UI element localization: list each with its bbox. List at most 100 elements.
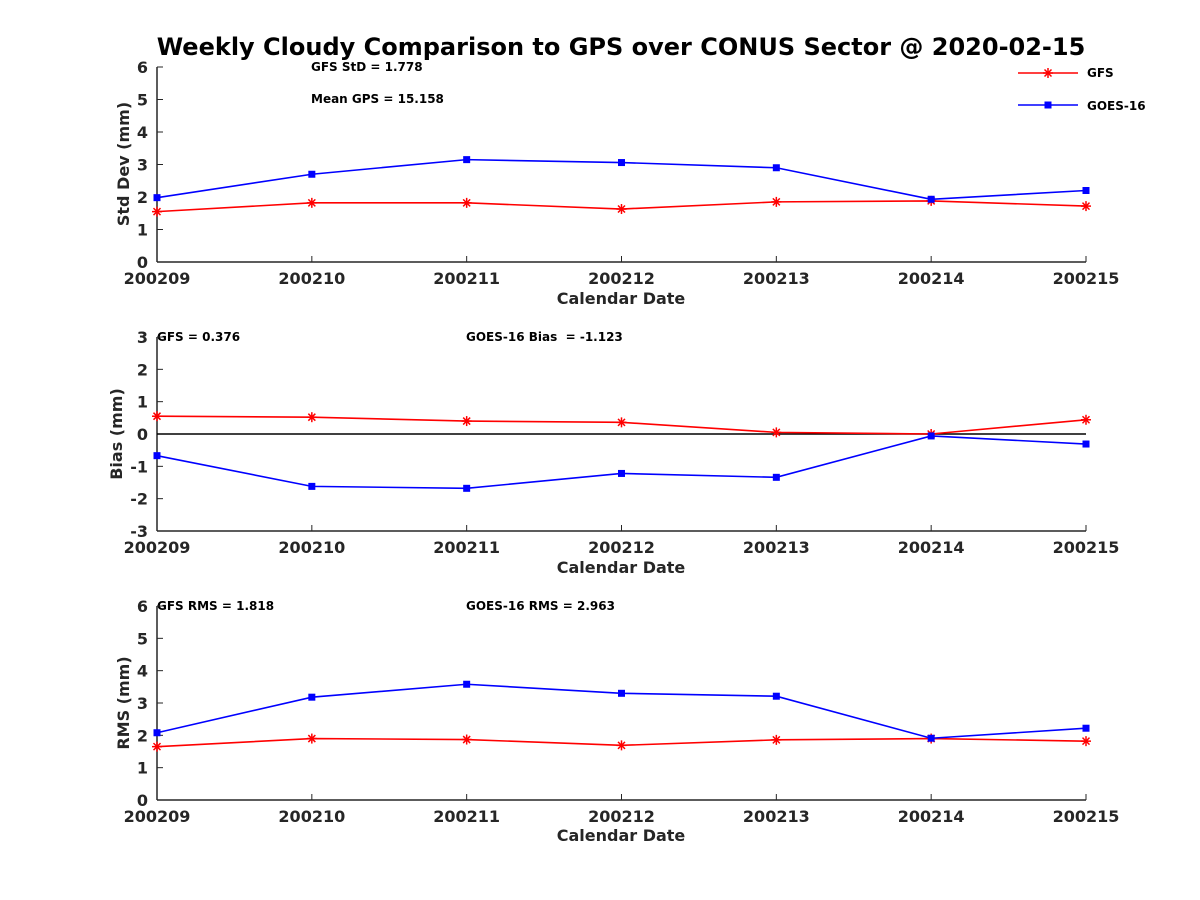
annotation-gfs-rms: GFS RMS = 1.818: [157, 599, 274, 613]
data-point-goes16: [308, 693, 316, 701]
x-axis-label-rms: Calendar Date: [557, 826, 686, 845]
data-point-gfs: [1081, 736, 1091, 747]
legend-label-goes16: GOES-16: [1087, 99, 1146, 113]
data-point-goes16: [463, 484, 471, 492]
data-point-goes16: [618, 159, 625, 167]
x-tick-label: 200213: [743, 538, 810, 557]
data-point-gfs: [306, 197, 317, 208]
series-line-goes16: [156, 435, 1087, 490]
y-tick-label: 2: [137, 188, 148, 207]
data-point-gfs: [152, 411, 162, 422]
data-point-gfs-stroke: [617, 741, 626, 750]
data-point-goes16: [1082, 724, 1090, 732]
data-point-gfs: [152, 741, 162, 752]
y-tick-label: 4: [137, 123, 148, 142]
x-tick-label: 200215: [1053, 807, 1120, 826]
data-point-gfs: [152, 206, 162, 217]
x-tick-label: 200212: [588, 807, 655, 826]
x-tick-label: 200211: [433, 807, 500, 826]
data-point-goes16: [772, 473, 780, 481]
data-point-gfs: [1081, 414, 1091, 425]
x-tick-label: 200211: [433, 269, 500, 288]
data-point-gfs-stroke: [772, 197, 781, 206]
data-point-gfs-stroke: [462, 417, 471, 426]
data-point-gfs-stroke: [1081, 415, 1091, 424]
y-tick-label: 4: [137, 662, 148, 681]
data-point-gfs: [306, 733, 317, 744]
data-point-gfs: [616, 740, 627, 751]
data-point-gfs-stroke: [617, 418, 626, 427]
data-point-gfs-stroke: [152, 412, 162, 421]
data-point-gfs: [461, 416, 472, 427]
y-axis-label-bias: Bias (mm): [107, 388, 126, 480]
annotation-gfs-std: GFS StD = 1.778: [311, 60, 423, 74]
data-point-goes16: [927, 195, 935, 203]
data-point-gfs-stroke: [152, 742, 162, 751]
legend-item-gfs: GFS: [1018, 66, 1114, 80]
data-point-goes16: [1082, 440, 1090, 448]
data-point-goes16: [463, 680, 471, 688]
data-point-goes16: [153, 194, 161, 202]
data-point-goes16: [927, 734, 935, 742]
y-tick-label: 2: [137, 726, 148, 745]
y-tick-label: 1: [137, 759, 148, 778]
y-tick-label: 3: [137, 694, 148, 713]
figure-title: Weekly Cloudy Comparison to GPS over CON…: [157, 33, 1086, 61]
data-point-gfs-stroke: [307, 413, 316, 422]
y-tick-label: 1: [137, 393, 148, 412]
x-tick-label: 200212: [588, 538, 655, 557]
x-tick-label: 200213: [743, 269, 810, 288]
y-tick-label: -1: [130, 457, 148, 476]
data-point-goes16: [1082, 187, 1090, 194]
legend: GFS GOES-16: [1018, 66, 1146, 113]
x-tick-label: 200210: [278, 807, 345, 826]
x-tick-label: 200210: [278, 269, 345, 288]
panel-rms: GFS RMS = 1.818 GOES-16 RMS = 2.963 Cale…: [114, 597, 1119, 845]
data-point-gfs: [771, 196, 782, 207]
data-point-gfs: [461, 734, 472, 745]
data-point-gfs-stroke: [152, 207, 162, 216]
x-tick-label: 200209: [124, 269, 191, 288]
data-point-gfs-stroke: [1081, 737, 1091, 746]
legend-item-goes16: GOES-16: [1018, 99, 1146, 113]
data-point-gfs-stroke: [772, 428, 781, 437]
data-point-gfs-stroke: [307, 198, 316, 207]
legend-marker-shape-goes16: [1044, 101, 1052, 109]
y-tick-label: -3: [130, 522, 148, 541]
data-point-gfs-stroke: [462, 735, 471, 744]
data-point-goes16: [772, 164, 780, 172]
x-tick-label: 200212: [588, 269, 655, 288]
y-tick-label: 3: [137, 156, 148, 175]
y-tick-label: 0: [137, 425, 148, 444]
y-tick-label: 0: [137, 791, 148, 810]
data-point-goes16: [772, 692, 780, 700]
y-tick-label: 1: [137, 221, 148, 240]
x-tick-label: 200214: [898, 807, 965, 826]
annotation-mean-gps: Mean GPS = 15.158: [311, 92, 444, 106]
x-tick-label: 200211: [433, 538, 500, 557]
x-tick-label: 200213: [743, 807, 810, 826]
annotation-goes16-rms: GOES-16 RMS = 2.963: [466, 599, 615, 613]
y-tick-label: 6: [137, 597, 148, 616]
data-point-gfs: [1081, 201, 1091, 212]
data-point-gfs-stroke: [462, 198, 471, 207]
data-point-gfs-stroke: [617, 204, 626, 214]
legend-marker-shape-gfs-stroke: [1043, 68, 1053, 78]
y-tick-label: -2: [130, 490, 148, 509]
data-point-gfs: [771, 427, 782, 438]
y-tick-label: 6: [137, 58, 148, 77]
data-point-goes16: [927, 432, 935, 440]
data-point-goes16: [153, 452, 161, 460]
data-point-gfs: [461, 197, 472, 208]
legend-marker-goes16: [1044, 101, 1052, 109]
data-point-goes16: [463, 156, 471, 164]
data-point-goes16: [308, 482, 316, 490]
data-point-goes16: [308, 170, 316, 178]
y-tick-label: 5: [137, 629, 148, 648]
y-tick-label: 3: [137, 328, 148, 347]
data-point-goes16: [618, 469, 625, 477]
data-point-gfs-stroke: [772, 735, 781, 744]
data-point-gfs: [616, 417, 627, 428]
y-tick-label: 2: [137, 360, 148, 379]
